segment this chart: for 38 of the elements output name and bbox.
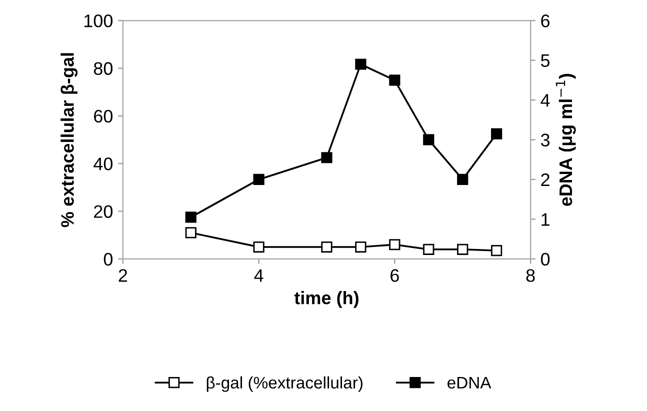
y2-tick-label: 5 — [540, 54, 550, 67]
point — [321, 241, 332, 253]
y2-tick-label: 6 — [541, 14, 550, 28]
point — [491, 245, 502, 256]
point — [423, 134, 434, 146]
point — [185, 227, 196, 238]
point — [355, 241, 366, 253]
point — [253, 174, 264, 186]
point — [491, 128, 502, 140]
y2-tick-label: 2 — [541, 173, 550, 186]
point — [457, 174, 468, 186]
point — [185, 212, 196, 223]
y-tick-label: 60 — [94, 110, 113, 123]
legend-label: β-gal (%extracellular) — [206, 376, 362, 392]
point — [423, 244, 434, 255]
y2-tick-label: 0 — [540, 252, 550, 266]
point — [457, 244, 468, 255]
x-tick-label: 6 — [390, 269, 399, 282]
point — [355, 58, 366, 70]
point — [321, 152, 332, 164]
y-tick-label: 0 — [104, 252, 112, 266]
point — [389, 74, 400, 86]
y2-axis-title: eDNA (μg ml$^{−1}$) — [556, 74, 576, 206]
legend-label: eDNA — [448, 376, 492, 389]
y-tick-label: 40 — [94, 158, 113, 170]
x-tick-label: 4 — [254, 269, 264, 282]
point — [389, 239, 400, 250]
y-tick-label: 80 — [94, 62, 113, 75]
x-tick-label: 2 — [118, 269, 128, 282]
x-tick-label: 8 — [526, 269, 535, 282]
y2-tick-label: 4 — [540, 94, 550, 107]
y-axis-title: % extracellular β-gal — [60, 53, 78, 228]
y2-tick-label: 3 — [540, 134, 550, 146]
y-tick-label: 20 — [94, 205, 113, 218]
x-axis-title: time (h) — [294, 291, 358, 308]
y-tick-label: 100 — [84, 14, 113, 28]
y2-tick-label: 1 — [542, 213, 550, 226]
point — [253, 241, 264, 253]
